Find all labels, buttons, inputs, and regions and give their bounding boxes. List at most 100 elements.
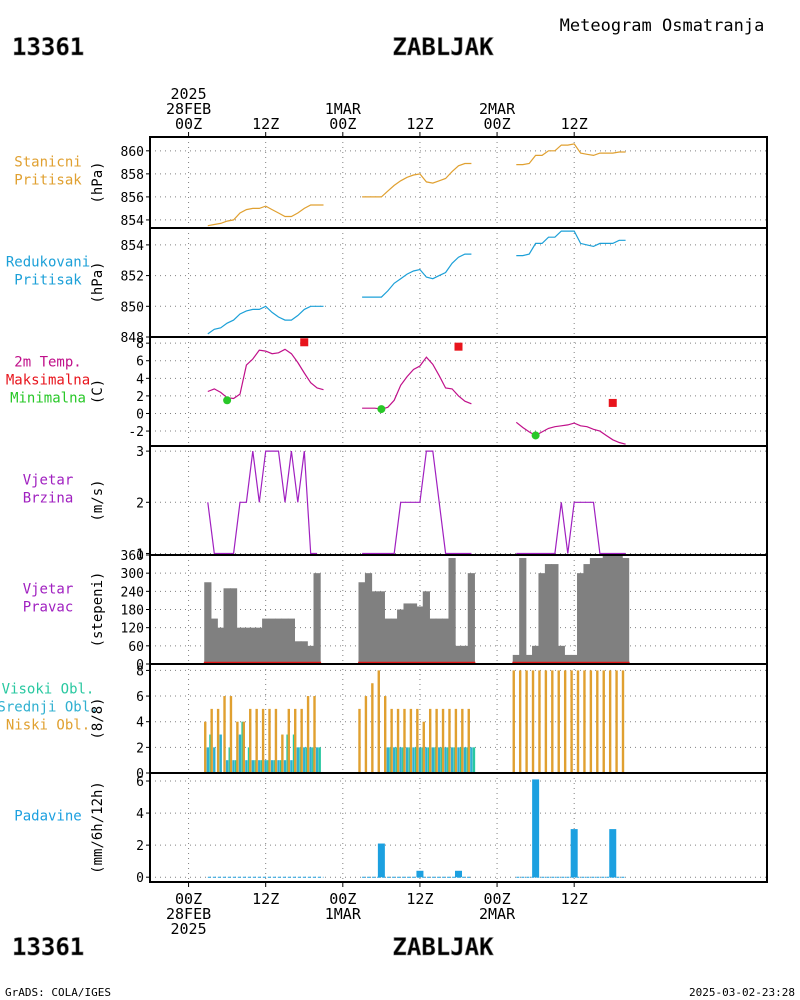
direction-bar <box>544 564 553 664</box>
unit-label: (hPa) <box>90 261 106 303</box>
direction-bar <box>532 645 540 664</box>
time-label-top: 00Z <box>484 115 511 133</box>
cloud-bar-mid <box>399 747 402 773</box>
station-id-top: 13361 <box>12 33 84 61</box>
direction-bar <box>519 558 527 664</box>
cloud-bar-high <box>234 760 238 773</box>
cloud-bar-low <box>563 670 567 773</box>
cloud-bar-mid <box>264 760 267 773</box>
station-name-top: ZABLJAK <box>392 33 494 61</box>
y-tick-label: -2 <box>128 425 144 440</box>
cloud-bar-low <box>281 734 284 773</box>
y-tick-label: 240 <box>121 585 144 600</box>
y-tick-label: 4 <box>136 716 144 731</box>
cloud-bar-mid <box>463 747 467 773</box>
direction-bar <box>377 591 385 664</box>
unit-label: (mm/6h/12h) <box>90 781 106 874</box>
direction-bar <box>281 618 289 664</box>
cloud-bar-low <box>274 708 278 773</box>
cloud-bar-low <box>403 708 406 773</box>
panel-label: Brzina <box>23 491 74 507</box>
cloud-bar-low <box>538 670 541 773</box>
y-tick-label: 8 <box>136 337 144 352</box>
cloud-bar-mid <box>303 747 306 773</box>
y-tick-label: 0 <box>136 658 144 673</box>
y-tick-label: 2 <box>136 839 144 854</box>
cloud-bar-high <box>440 747 444 773</box>
cloud-bar-mid <box>258 760 261 773</box>
panel-frame <box>149 445 768 556</box>
tmin-marker <box>223 396 232 405</box>
unit-label: (C) <box>90 379 106 404</box>
direction-bar <box>602 555 610 664</box>
cloud-bar-low <box>435 708 438 773</box>
y-tick-label: 360 <box>121 549 144 564</box>
y-tick-label: 848 <box>121 331 144 346</box>
panel-temperature: -2 0 2 4 6 8 2m Temp. Maksimalna Minimalna (C) <box>6 336 768 447</box>
cloud-bar-low <box>448 708 451 773</box>
cloud-bar-high <box>279 760 283 773</box>
direction-bar <box>525 654 533 664</box>
precip-bar <box>570 829 578 878</box>
time-label-top: 2025 <box>171 85 207 103</box>
panel-label: Visoki Obl. <box>2 682 95 698</box>
time-label-top: 00Z <box>175 115 202 133</box>
direction-bar <box>467 573 475 664</box>
time-label-top: 2MAR <box>479 100 516 118</box>
cloud-bar-high <box>408 747 411 773</box>
cloud-bar-low <box>461 708 464 773</box>
cloud-bar-low <box>396 708 400 773</box>
direction-bar <box>274 618 283 664</box>
cloud-bar-high <box>299 747 302 773</box>
direction-bar <box>583 564 591 664</box>
cloud-bar-mid <box>225 760 229 773</box>
precip-bar <box>455 870 462 878</box>
cloud-bar-mid <box>309 747 312 773</box>
unit-label: (m/s) <box>90 479 106 521</box>
cloud-bar-low <box>409 708 413 773</box>
cloud-bar-mid <box>412 747 415 773</box>
tmax-marker <box>300 338 309 347</box>
cloud-bar-mid <box>206 747 210 773</box>
series-line <box>207 348 324 400</box>
tmax-marker <box>454 342 463 351</box>
direction-bar <box>204 582 212 664</box>
cloud-bar-mid <box>418 747 422 773</box>
y-tick-label: 854 <box>121 239 145 254</box>
cloud-bar-mid <box>245 760 248 773</box>
time-label-bottom: 12Z <box>252 890 279 908</box>
direction-bar <box>210 618 218 664</box>
cloud-bar-mid <box>232 760 235 773</box>
cloud-bar-high <box>427 747 431 773</box>
panel-label: Vjetar <box>23 473 74 489</box>
cloud-bar-low <box>261 708 265 773</box>
cloud-bar-mid <box>405 747 409 773</box>
cloud-bar-mid <box>213 747 216 773</box>
direction-bar <box>570 654 578 664</box>
cloud-bar-high <box>472 747 476 773</box>
direction-bar <box>454 645 463 664</box>
direction-bar <box>255 627 263 664</box>
direction-bar <box>268 618 276 664</box>
panel-frame <box>149 227 768 338</box>
cloud-bar-high <box>228 747 231 773</box>
panel-label: Padavine <box>14 809 81 825</box>
direction-bar <box>577 573 585 664</box>
y-tick-label: 6 <box>136 690 144 705</box>
time-label-top: 12Z <box>561 115 588 133</box>
y-tick-label: 2 <box>136 496 144 511</box>
cloud-bar-low <box>518 670 522 773</box>
direction-bar <box>557 645 565 664</box>
cloud-bar-low <box>364 696 368 773</box>
cloud-bar-high <box>389 747 392 773</box>
cloud-bar-low <box>608 670 612 773</box>
direction-bar <box>300 641 308 664</box>
cloud-bar-high <box>286 734 289 773</box>
station-name-bottom: ZABLJAK <box>392 933 494 961</box>
cloud-bar-low <box>358 708 361 773</box>
panel-label: Srednji Obl. <box>0 700 99 716</box>
cloud-bar-low <box>377 670 380 773</box>
y-tick-label: 860 <box>121 145 144 160</box>
cloud-bar-high <box>247 747 251 773</box>
panel-label: Vjetar <box>23 582 74 598</box>
